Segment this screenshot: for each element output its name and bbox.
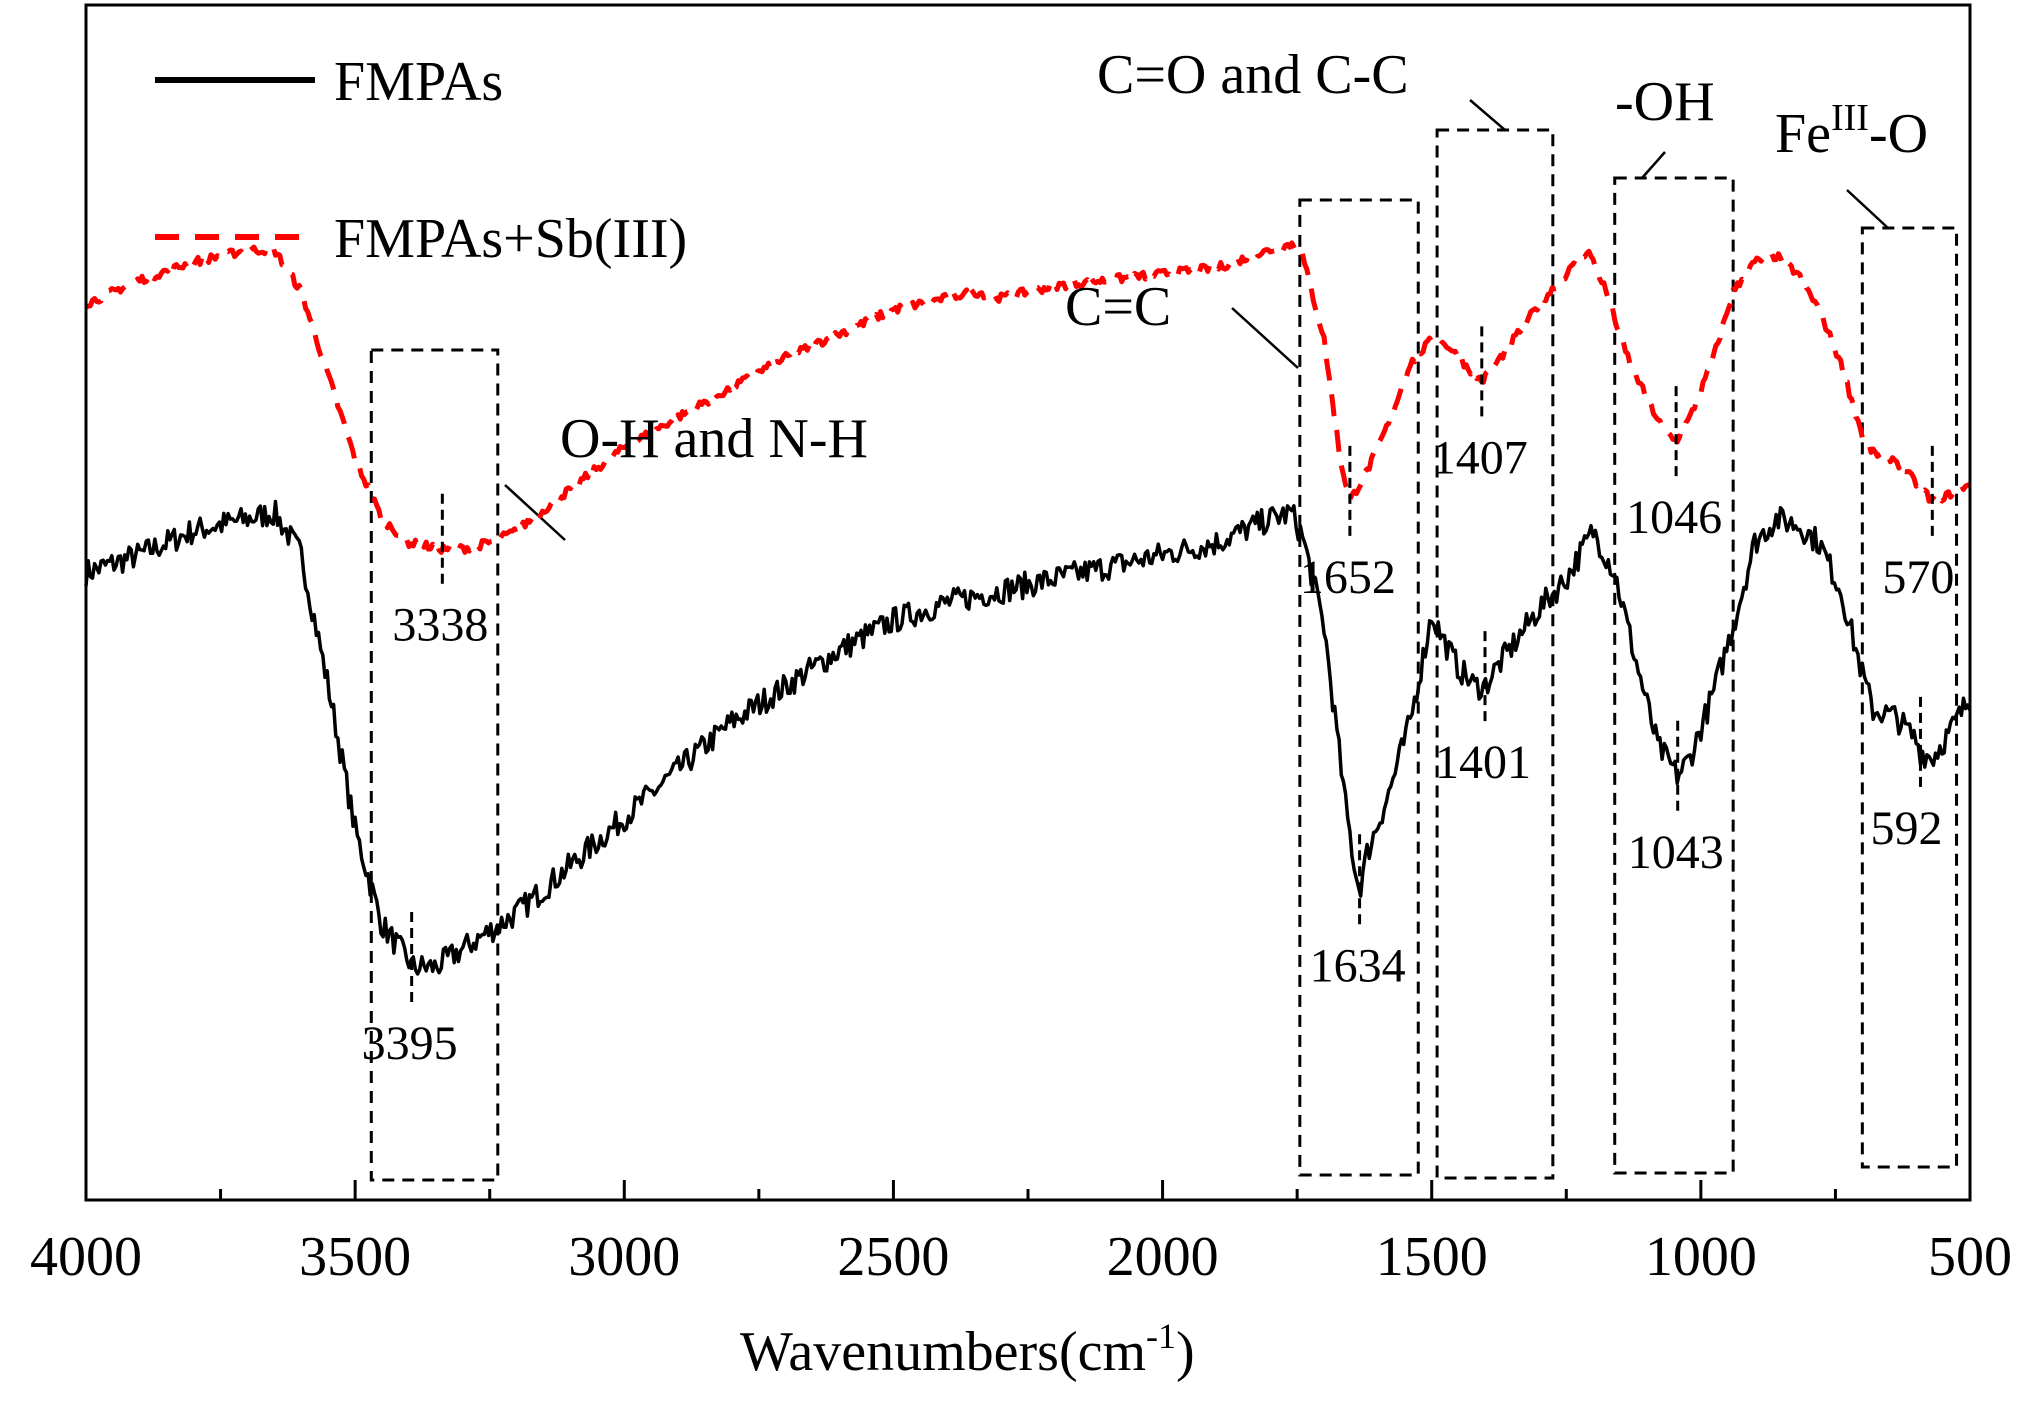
group-box-3 <box>1613 176 1735 1175</box>
group-box-4 <box>1860 226 1959 1169</box>
group-leader-2 <box>1469 99 1506 131</box>
x-tick-label-500: 500 <box>1928 1226 2012 1288</box>
group-leaders <box>504 99 1889 541</box>
x-tick-label-3500: 3500 <box>299 1226 411 1288</box>
peak-label-3338: 3338 <box>392 599 488 652</box>
group-leader-3 <box>1641 151 1666 179</box>
x-tick-label-1000: 1000 <box>1645 1226 1757 1288</box>
legend-label-fmpas-sb: FMPAs+Sb(III) <box>334 208 687 270</box>
peak-label-1652: 1652 <box>1300 551 1396 604</box>
x-tick-label-3000: 3000 <box>568 1226 680 1288</box>
group-label-oh: -OH <box>1615 71 1715 133</box>
group-label-oh-nh: O-H and N-H <box>560 408 868 470</box>
peak-label-3395: 3395 <box>362 1017 458 1070</box>
x-tick-label-1500: 1500 <box>1376 1226 1488 1288</box>
peak-label-592: 592 <box>1870 802 1942 855</box>
x-axis-tick-labels: 4000 3500 3000 2500 2000 1500 1000 500 <box>30 1226 2012 1288</box>
peak-label-1407: 1407 <box>1432 431 1528 484</box>
group-leader-1 <box>1231 307 1299 369</box>
peak-marker-layer: 3338 1652 1407 1046 570 3395 1634 1401 1043 592 <box>362 326 1954 1070</box>
x-axis-ticks <box>84 1180 1972 1200</box>
peak-label-1401: 1401 <box>1435 736 1531 789</box>
group-box-2 <box>1435 128 1555 1180</box>
x-tick-label-2500: 2500 <box>837 1226 949 1288</box>
x-tick-label-4000: 4000 <box>30 1226 142 1288</box>
group-label-cc: C=C <box>1065 276 1171 338</box>
group-label-fe-o: FeIII-O <box>1775 97 1928 165</box>
group-box-1 <box>1298 198 1420 1177</box>
group-label-co-cc: C=O and C-C <box>1097 44 1409 106</box>
legend-label-fmpas: FMPAs <box>334 51 503 113</box>
legend: FMPAs FMPAs+Sb(III) <box>155 51 687 270</box>
group-box-0 <box>369 348 500 1182</box>
x-tick-label-2000: 2000 <box>1107 1226 1219 1288</box>
x-axis-title: Wavenumbers(cm-1) <box>740 1316 1195 1383</box>
peak-label-1634: 1634 <box>1310 939 1406 992</box>
peak-label-1046: 1046 <box>1626 491 1722 544</box>
peak-label-570: 570 <box>1882 551 1954 604</box>
group-leader-4 <box>1846 189 1889 229</box>
series-line-fmpas-sb <box>84 240 1971 555</box>
group-leader-0 <box>504 484 566 541</box>
group-labels: O-H and N-H C=C C=O and C-C -OH FeIII-O <box>560 44 1928 470</box>
series-layer <box>84 240 1972 976</box>
series-line-fmpas <box>84 499 1972 976</box>
peak-label-1043: 1043 <box>1628 826 1724 879</box>
